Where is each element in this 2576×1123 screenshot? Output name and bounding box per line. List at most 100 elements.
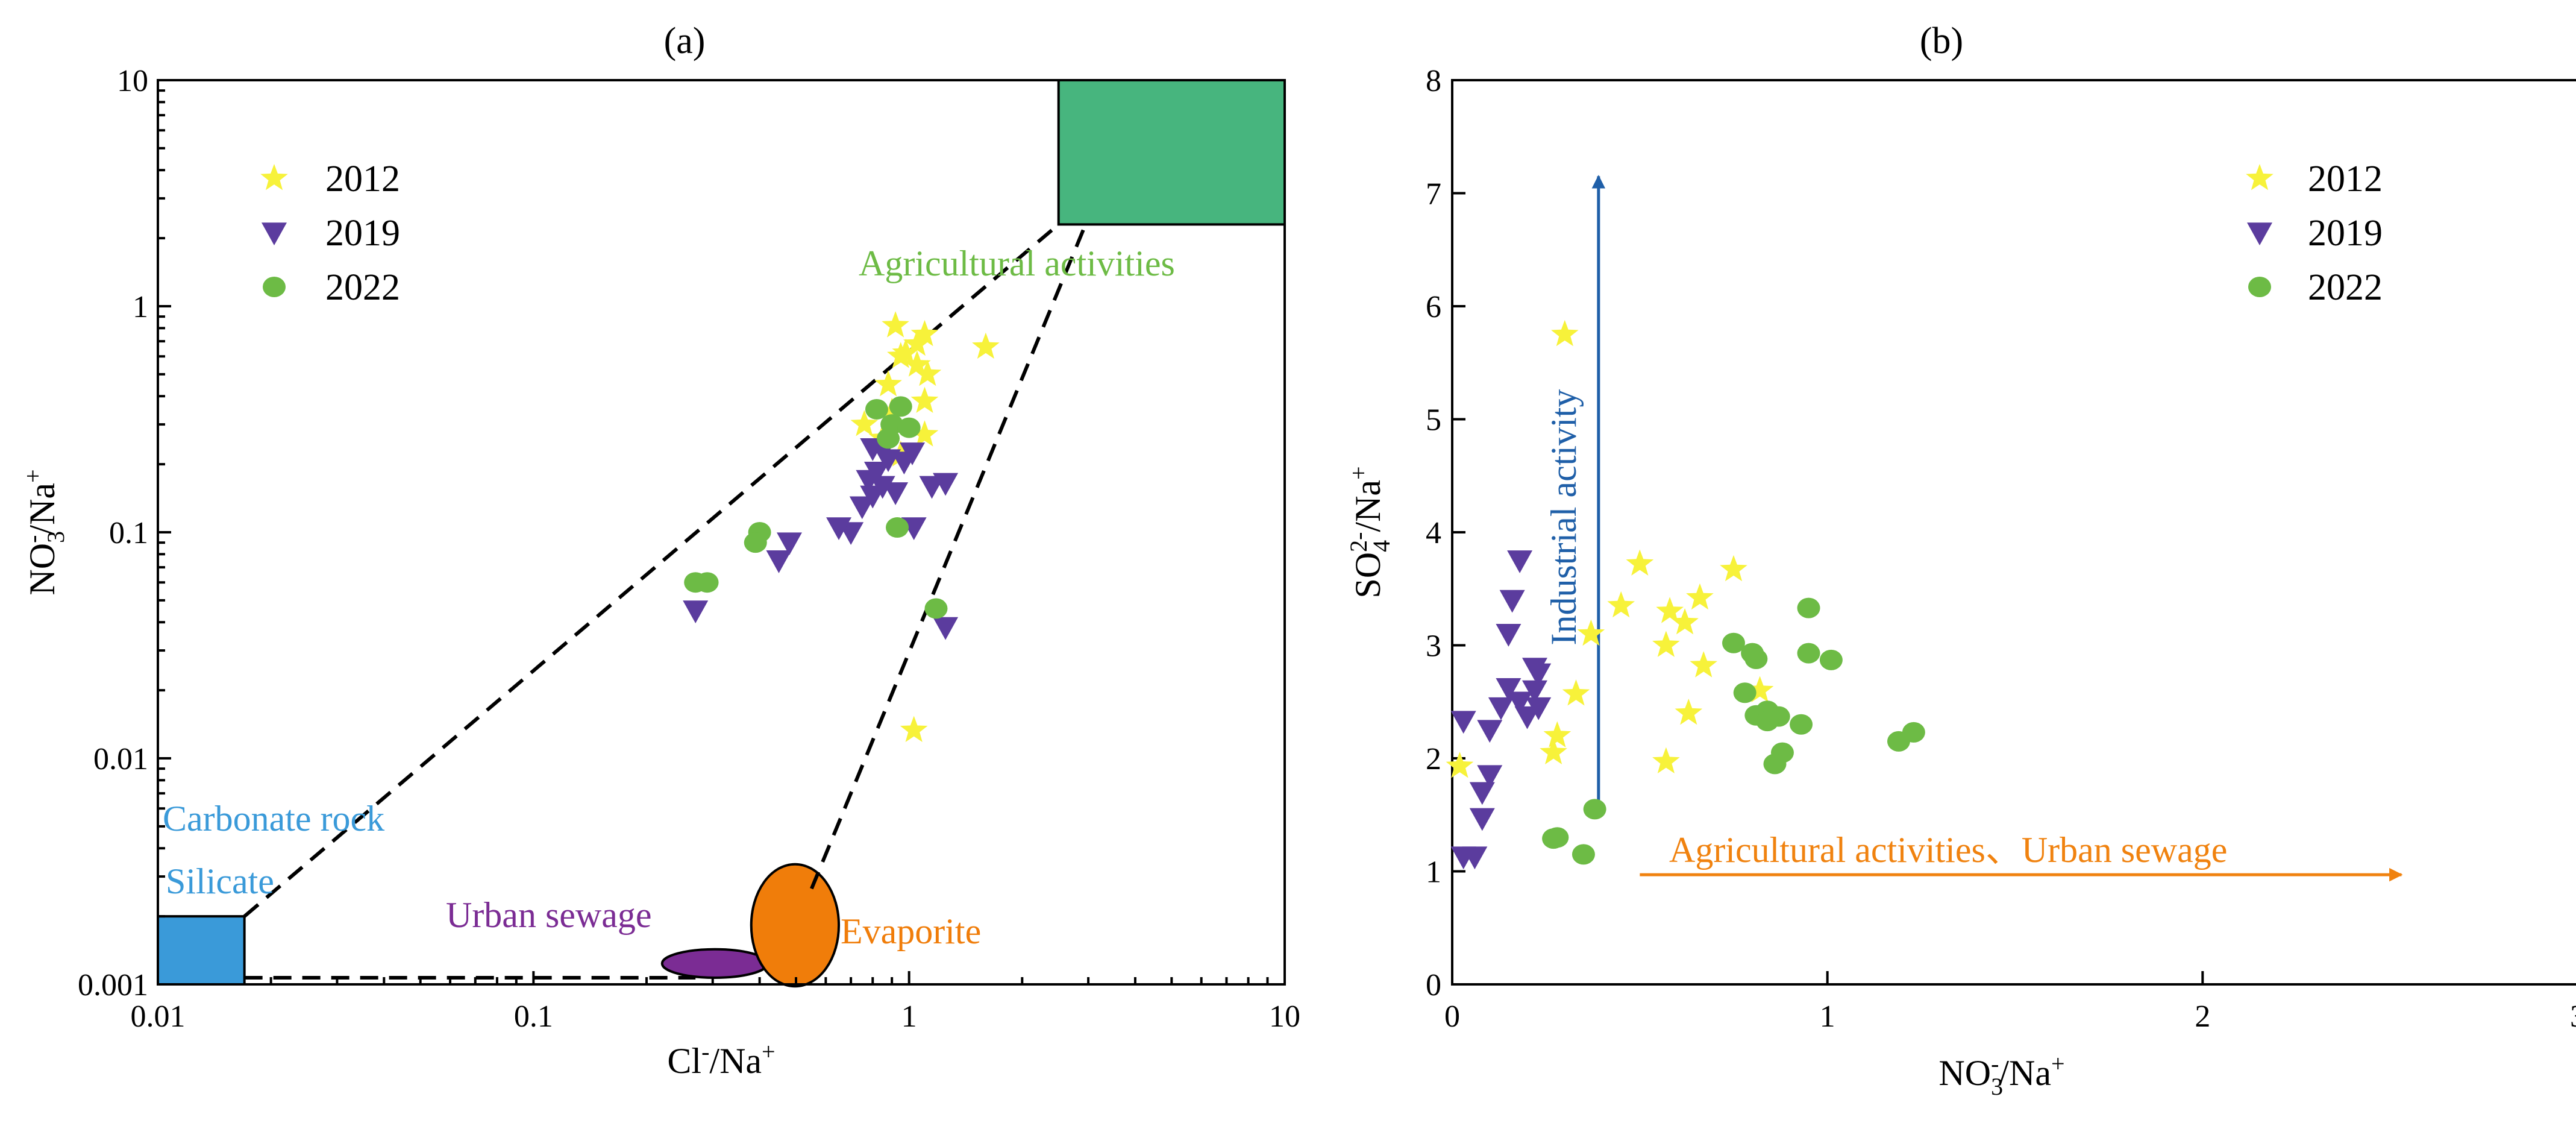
y-tick-label: 6: [1426, 290, 1441, 324]
urban-sewage-label: Urban sewage: [446, 895, 652, 935]
legend-marker: [263, 277, 286, 297]
point-2019: [901, 517, 927, 541]
point-2019: [1450, 711, 1476, 734]
point-2012: [1543, 721, 1572, 747]
agricultural-activities-region: [1057, 79, 1286, 226]
point-2012: [910, 386, 939, 413]
point-2019: [883, 482, 909, 505]
x-tick-label: 1: [901, 999, 917, 1034]
point-2022: [1583, 799, 1606, 820]
x-tick-label: 1: [1820, 999, 1835, 1034]
panel-b-arrows: [1591, 175, 2403, 882]
point-2019: [1499, 590, 1525, 613]
point-2012: [1540, 738, 1567, 764]
legend-label-2019: 2019: [2308, 213, 2383, 254]
y-tick-label: 10: [117, 64, 148, 98]
carbonate-silicate-region: [157, 915, 246, 986]
point-2019: [891, 451, 917, 475]
point-2012: [910, 420, 939, 447]
point-2019: [1496, 623, 1521, 647]
point-2012: [1671, 608, 1699, 635]
legend-marker: [2247, 222, 2272, 245]
point-2019: [1521, 680, 1547, 703]
x-tick-label: 0.1: [514, 999, 553, 1034]
y-tick-label: 1: [1426, 855, 1441, 890]
point-2019: [683, 600, 709, 624]
x-tick-label: 0: [1444, 999, 1460, 1034]
legend-marker: [2246, 164, 2274, 190]
x-tick-label: 10: [1269, 999, 1300, 1034]
point-2022: [1790, 714, 1813, 735]
legend-marker-2012: [2246, 164, 2274, 190]
panel-a-x-axis: 0.01 0.1 1 10: [131, 971, 1300, 1034]
point-2019: [1526, 663, 1552, 687]
point-2019: [1514, 706, 1540, 729]
legend-marker-2019: [262, 222, 287, 245]
panel-b-points: [1446, 319, 1925, 870]
point-2022: [897, 417, 921, 438]
panel-a-dashed-lines: [243, 223, 1088, 980]
panel-a-legend: 2012 2019 2022: [260, 159, 400, 308]
point-2012: [903, 350, 931, 377]
y-tick-label: 0.1: [109, 516, 148, 550]
panel-a-y-axis-title: NO3-/Na+: [19, 469, 69, 595]
panel-a-x-axis-title: Cl-/Na+: [667, 1038, 775, 1081]
y-tick-label: 5: [1426, 403, 1441, 438]
point-2022: [1744, 649, 1768, 669]
point-2019: [776, 532, 802, 556]
point-2019: [1477, 720, 1503, 743]
y-tick-label: 2: [1426, 742, 1441, 776]
point-2012: [1607, 591, 1635, 618]
evaporite-label: Evaporite: [841, 911, 981, 951]
legend-label-2022: 2022: [2308, 267, 2383, 308]
panel-a-title: (a): [664, 20, 706, 61]
point-2012: [1652, 747, 1680, 773]
point-2012: [1577, 619, 1605, 646]
panel-a-points: [683, 311, 1000, 742]
point-2012: [1746, 676, 1774, 702]
point-2012: [900, 716, 928, 742]
y-tick-label: 0.001: [78, 968, 148, 1002]
point-2012: [1720, 555, 1747, 582]
silicate-label: Silicate: [166, 861, 274, 901]
point-2012: [1551, 319, 1579, 347]
point-2012: [882, 311, 909, 338]
point-2022: [1819, 649, 1843, 670]
point-2019: [1488, 697, 1514, 720]
panel-b-y-axis: 0 1 2 3 4 5 6 7 8: [1426, 64, 1465, 1002]
point-2019: [933, 473, 959, 496]
panel-b-y-axis-title: SO42-/Na+: [1345, 466, 1395, 598]
point-2019: [766, 550, 792, 573]
evaporite-region: [750, 863, 841, 988]
point-2012: [874, 370, 902, 397]
agri-urban-sewage-label: Agricultural activities、Urban sewage: [1669, 830, 2227, 870]
panel-b: (b) 0 1 2 3 0 1 2 3 4 5 6 7 8 Industrial activity A…: [1345, 20, 2576, 1100]
point-2012: [1686, 583, 1714, 610]
x-tick-label: 3: [2570, 999, 2576, 1034]
point-2022: [1797, 643, 1820, 664]
carbonate-rock-label: Carbonate rock: [163, 799, 384, 838]
point-2022: [695, 572, 719, 593]
industrial-activity-label: Industrial activity: [1544, 389, 1584, 646]
y-tick-label: 4: [1426, 516, 1441, 550]
point-2022: [886, 517, 909, 538]
dashed-boundary-line-0: [243, 223, 1060, 918]
x-tick-label: 2: [2195, 999, 2210, 1034]
point-2019: [933, 617, 959, 640]
point-2022: [1887, 731, 1910, 752]
point-2022: [1733, 682, 1757, 703]
point-2012: [972, 332, 1000, 359]
point-2022: [1542, 828, 1565, 849]
legend-marker-2022: [263, 277, 286, 297]
y-tick-label: 0: [1426, 968, 1441, 1002]
point-2019: [856, 470, 882, 493]
point-2012: [1690, 651, 1717, 678]
point-2022: [1756, 711, 1779, 732]
agricultural-activities-label: Agricultural activities: [859, 244, 1175, 283]
point-2019: [1507, 550, 1533, 573]
legend-marker-2012: [260, 164, 288, 190]
point-2022: [889, 396, 912, 417]
point-2022: [877, 428, 900, 449]
